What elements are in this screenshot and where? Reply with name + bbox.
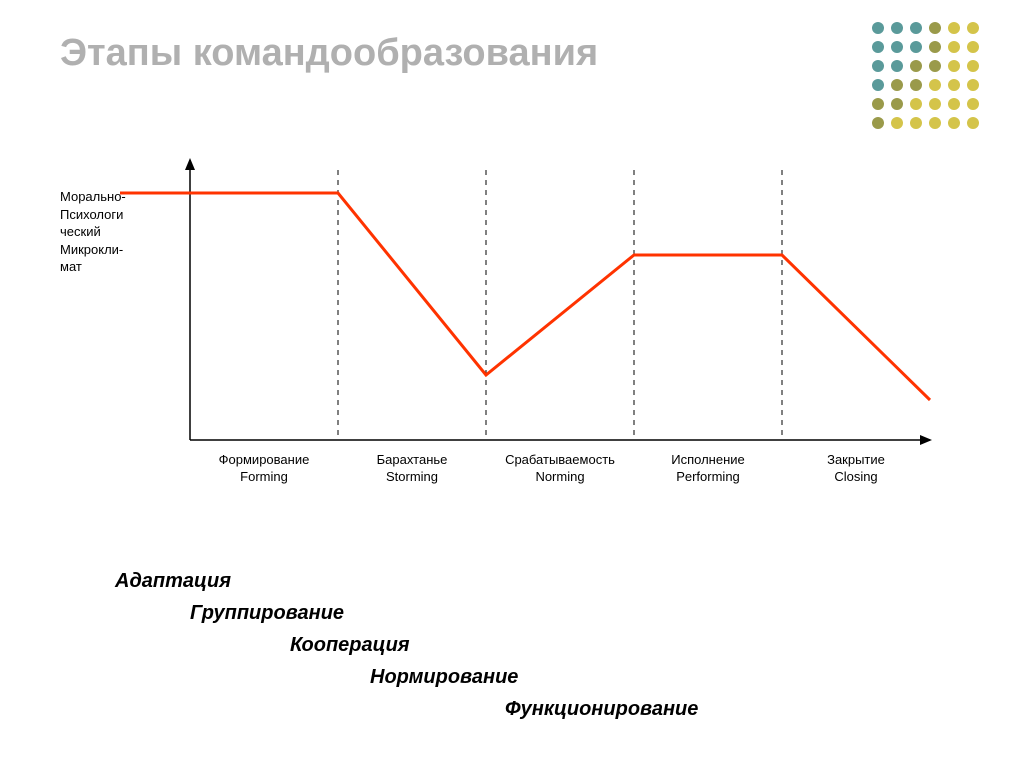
x-axis-label: БарахтаньеStorming [337,452,487,486]
x-label-en: Norming [485,469,635,486]
x-label-ru: Барахтанье [337,452,487,469]
x-axis-label: ЗакрытиеClosing [781,452,931,486]
x-axis-label: ФормированиеForming [189,452,339,486]
stage-item: Кооперация [290,634,410,657]
dot-pattern [870,20,981,131]
stage-item: Адаптация [115,570,231,593]
x-label-en: Storming [337,469,487,486]
stage-item: Нормирование [370,666,518,689]
x-label-ru: Формирование [189,452,339,469]
x-axis-label: ИсполнениеPerforming [633,452,783,486]
x-label-en: Forming [189,469,339,486]
chart: Морально-ПсихологическийМикрокли-мат Фор… [60,140,960,540]
y-axis-label-line: мат [60,258,126,276]
stage-item: Функционирование [505,698,698,721]
stage-item: Группирование [190,602,344,625]
x-label-en: Closing [781,469,931,486]
page-title: Этапы командообразования [60,32,598,75]
y-axis-label: Морально-ПсихологическийМикрокли-мат [60,188,126,276]
x-axis-label: СрабатываемостьNorming [485,452,635,486]
x-label-en: Performing [633,469,783,486]
y-axis-label-line: ческий [60,223,126,241]
y-axis-label-line: Микрокли- [60,241,126,259]
y-axis-label-line: Психологи [60,206,126,224]
x-label-ru: Закрытие [781,452,931,469]
x-label-ru: Исполнение [633,452,783,469]
y-axis-label-line: Морально- [60,188,126,206]
slide: Этапы командообразования Морально-Психол… [0,0,1024,767]
x-label-ru: Срабатываемость [485,452,635,469]
